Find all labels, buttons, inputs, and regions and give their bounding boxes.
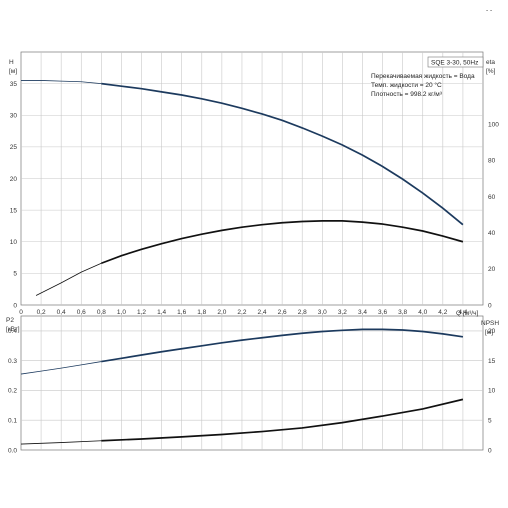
bottom-chart-series (20, 328, 464, 445)
bottom-left-y-tick-label: 0.4 (8, 328, 17, 335)
top-left-y-tick-label: 5 (13, 271, 17, 278)
bottom-curve-1 (101, 398, 464, 442)
bottom-left-axis-unit: [кВт] (6, 326, 20, 333)
bottom-right-axis-title: NPSH (481, 320, 499, 327)
top-left-axis-unit: [м] (9, 68, 17, 75)
bottom-plot-frame (20, 315, 484, 451)
bottom-chart-grid (20, 315, 484, 451)
top-curve-1 (101, 220, 464, 265)
bottom-right-y-tick-label: 5 (488, 418, 492, 425)
x-tick-label: 4,0 (418, 309, 427, 316)
bottom-right-y-tick-label: 0 (488, 447, 492, 454)
top-left-y-tick-label: 10 (10, 239, 18, 246)
top-curve-1-lead (35, 262, 102, 296)
x-tick-label: 2,0 (217, 309, 226, 316)
x-tick-label: 1,4 (157, 309, 166, 316)
x-tick-label: 0,6 (77, 309, 86, 316)
top-right-y-tick-label: 0 (488, 302, 492, 309)
bottom-curve-0-lead (20, 361, 102, 375)
bottom-right-y-tick-label: 15 (488, 358, 496, 365)
top-right-y-tick-label: 40 (488, 230, 496, 237)
top-left-axis-title: H (9, 59, 14, 66)
bottom-right-y-tick-label: 10 (488, 388, 496, 395)
x-tick-label: 3,8 (398, 309, 407, 316)
x-tick-label: 3,0 (318, 309, 327, 316)
x-tick-label: 2,4 (258, 309, 267, 316)
top-left-y-tick-label: 0 (13, 302, 17, 309)
top-curve-0 (101, 82, 464, 226)
x-tick-label: 1,0 (117, 309, 126, 316)
top-left-y-tick-label: 35 (10, 81, 18, 88)
x-tick-label: 0,2 (37, 309, 46, 316)
bottom-right-y-tick-label: 20 (488, 328, 496, 335)
model-label: SQE 3-30, 50Hz (431, 60, 478, 67)
annotation-temperature: Темп. жидкости = 20 °C (371, 81, 442, 89)
x-tick-label: 0 (19, 309, 23, 316)
bottom-right-axis-unit: [м] (485, 329, 493, 336)
x-tick-label: 1,6 (177, 309, 186, 316)
top-curve-0-lead (21, 80, 102, 85)
annotation-density: Плотность = 998.2 кг/м³ (371, 91, 443, 98)
top-left-y-tick-label: 25 (10, 144, 18, 151)
top-left-y-tick-label: 15 (10, 207, 18, 214)
x-tick-label: 0,4 (57, 309, 66, 316)
x-tick-label: 2,2 (237, 309, 246, 316)
top-right-axis-unit: [%] (486, 68, 496, 75)
bottom-curve-1-lead (20, 440, 102, 445)
bottom-left-y-tick-label: 0.1 (8, 418, 17, 425)
bottom-left-y-tick-label: 0.2 (8, 388, 17, 395)
x-tick-label: 1,8 (197, 309, 206, 316)
model-label-box (427, 56, 484, 68)
x-tick-label: 0,8 (97, 309, 106, 316)
x-tick-label: 1,2 (137, 309, 146, 316)
bottom-left-y-tick-label: 0.0 (8, 447, 17, 454)
top-right-y-tick-label: 80 (488, 158, 496, 165)
x-tick-label: 4,2 (438, 309, 447, 316)
x-tick-label: 4,4 (458, 309, 467, 316)
top-right-y-tick-label: 20 (488, 266, 496, 273)
corner-mark: - - (486, 7, 492, 14)
x-tick-label: 3,6 (378, 309, 387, 316)
x-tick-label: 2,8 (298, 309, 307, 316)
x-axis-label: Q [м³/ч] (456, 310, 478, 317)
x-tick-label: 3,4 (358, 309, 367, 316)
top-right-y-tick-label: 60 (488, 194, 496, 201)
top-right-y-tick-label: 100 (488, 122, 499, 129)
x-tick-label: 2,6 (278, 309, 287, 316)
bottom-left-y-tick-label: 0.3 (8, 358, 17, 365)
top-left-y-tick-label: 30 (10, 113, 18, 120)
top-chart-grid (20, 51, 484, 306)
tick-labels: 0 0,2 0,4 0,6 0,8 1,0 1,2 1,4 1,6 1,8 2,0 2,2 2,4 2,6… (8, 81, 499, 454)
x-tick-label: 3,2 (338, 309, 347, 316)
bottom-curve-0 (101, 328, 464, 363)
top-right-axis-title: eta (486, 59, 495, 66)
top-chart-series (21, 80, 464, 296)
bottom-left-axis-title: P2 (6, 317, 14, 324)
annotation-liquid: Перекачиваемая жидкость = Вода (371, 73, 475, 80)
top-left-y-tick-label: 20 (10, 176, 18, 183)
